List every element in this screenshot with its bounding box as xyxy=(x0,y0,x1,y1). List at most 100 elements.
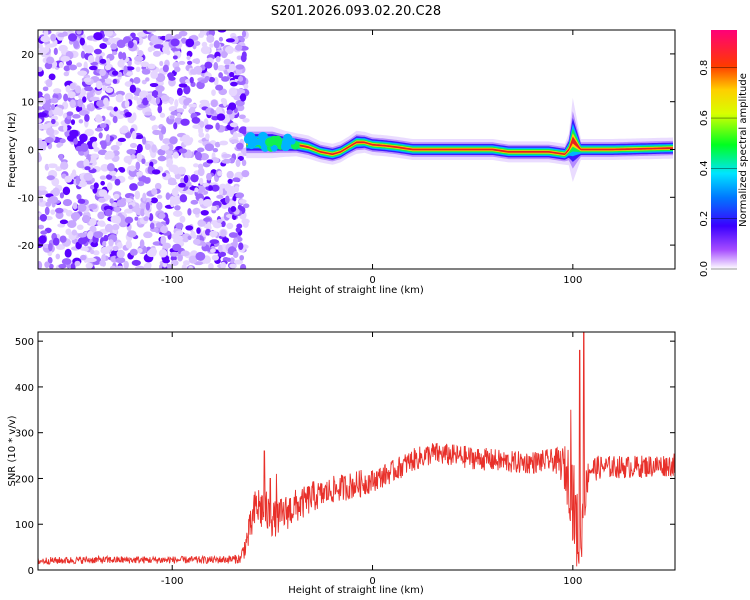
noise-point xyxy=(76,30,82,35)
noise-point xyxy=(93,182,99,189)
noise-point xyxy=(129,84,137,94)
noise-point xyxy=(178,83,188,88)
noise-point xyxy=(158,212,166,220)
noise-point xyxy=(193,66,198,75)
noise-point xyxy=(43,30,49,37)
noise-point xyxy=(216,194,224,199)
noise-point xyxy=(55,207,64,214)
noise-point xyxy=(42,86,49,92)
noise-point xyxy=(230,205,237,213)
noise-point xyxy=(172,151,180,159)
noise-point xyxy=(102,85,107,92)
snr-y-tick-label: 100 xyxy=(15,520,34,531)
noise-point xyxy=(38,261,43,269)
noise-point xyxy=(161,125,167,135)
noise-point xyxy=(38,185,47,191)
noise-point xyxy=(44,261,50,268)
noise-point xyxy=(208,185,214,191)
noise-point xyxy=(80,254,87,261)
noise-point xyxy=(218,187,224,196)
noise-point xyxy=(149,115,156,121)
noise-point xyxy=(38,66,43,72)
noise-point xyxy=(52,187,60,197)
noise-point xyxy=(232,250,239,258)
noise-point xyxy=(63,93,69,102)
noise-point xyxy=(187,208,192,216)
noise-point xyxy=(134,55,144,62)
noise-point xyxy=(143,177,151,184)
noise-point xyxy=(241,159,247,167)
snr-y-tick-label: 400 xyxy=(15,383,34,394)
noise-scatter xyxy=(38,30,250,269)
noise-point xyxy=(150,70,159,79)
noise-point xyxy=(242,118,250,123)
noise-point xyxy=(119,110,125,115)
noise-point xyxy=(46,175,55,181)
noise-point xyxy=(188,103,197,108)
colorbar-tick-label: 0.8 xyxy=(699,60,710,76)
noise-point xyxy=(90,241,99,248)
noise-point xyxy=(63,71,70,77)
noise-point xyxy=(68,33,78,42)
noise-point xyxy=(93,147,100,152)
noise-point xyxy=(98,189,108,197)
noise-point xyxy=(240,54,247,63)
noise-point xyxy=(229,263,237,269)
ridge-blob xyxy=(270,144,278,152)
noise-point xyxy=(202,199,213,207)
colorbar-tick-label: 0.4 xyxy=(699,160,710,176)
noise-point xyxy=(87,55,95,63)
noise-point xyxy=(186,55,191,60)
noise-point xyxy=(197,219,206,227)
noise-point xyxy=(170,38,180,47)
noise-point xyxy=(152,129,162,136)
snr-y-axis-label: SNR (10 * v/v) xyxy=(7,415,18,486)
noise-point xyxy=(74,260,81,267)
noise-point xyxy=(116,39,126,49)
noise-point xyxy=(151,188,158,196)
noise-point xyxy=(190,173,199,183)
noise-point xyxy=(126,148,137,155)
noise-point xyxy=(112,223,120,231)
noise-point xyxy=(103,97,109,106)
noise-point xyxy=(197,167,205,177)
noise-point xyxy=(52,88,62,94)
noise-point xyxy=(236,132,243,138)
noise-point xyxy=(99,58,107,64)
noise-point xyxy=(108,239,114,247)
noise-point xyxy=(65,85,71,93)
noise-point xyxy=(44,206,50,216)
noise-point xyxy=(204,124,214,130)
noise-point xyxy=(127,40,134,49)
noise-point xyxy=(153,39,164,45)
noise-point xyxy=(176,112,182,118)
noise-point xyxy=(45,44,50,53)
spectrogram-y-tick-label: 10 xyxy=(21,98,34,109)
noise-point xyxy=(109,198,114,204)
noise-point xyxy=(38,118,42,124)
spectrogram-x-tick-label: -100 xyxy=(161,275,184,286)
noise-point xyxy=(67,91,76,99)
noise-point xyxy=(226,222,234,230)
noise-point xyxy=(124,208,131,214)
noise-point xyxy=(197,163,204,170)
noise-point xyxy=(106,182,113,191)
noise-point xyxy=(137,181,145,187)
noise-point xyxy=(211,89,216,97)
noise-point xyxy=(48,242,53,252)
noise-point xyxy=(234,185,240,193)
noise-point xyxy=(210,248,216,253)
noise-point xyxy=(175,222,184,230)
spectrogram-x-axis-label: Height of straight line (km) xyxy=(288,285,424,296)
noise-point xyxy=(187,235,192,241)
noise-point xyxy=(112,115,118,124)
spectrogram-y-tick-label: -10 xyxy=(18,193,34,204)
noise-point xyxy=(208,262,214,269)
noise-point xyxy=(111,51,118,56)
noise-point xyxy=(175,230,184,236)
noise-point xyxy=(127,60,132,67)
noise-point xyxy=(55,253,61,260)
noise-point xyxy=(232,131,238,139)
ridge-blob xyxy=(265,137,275,147)
